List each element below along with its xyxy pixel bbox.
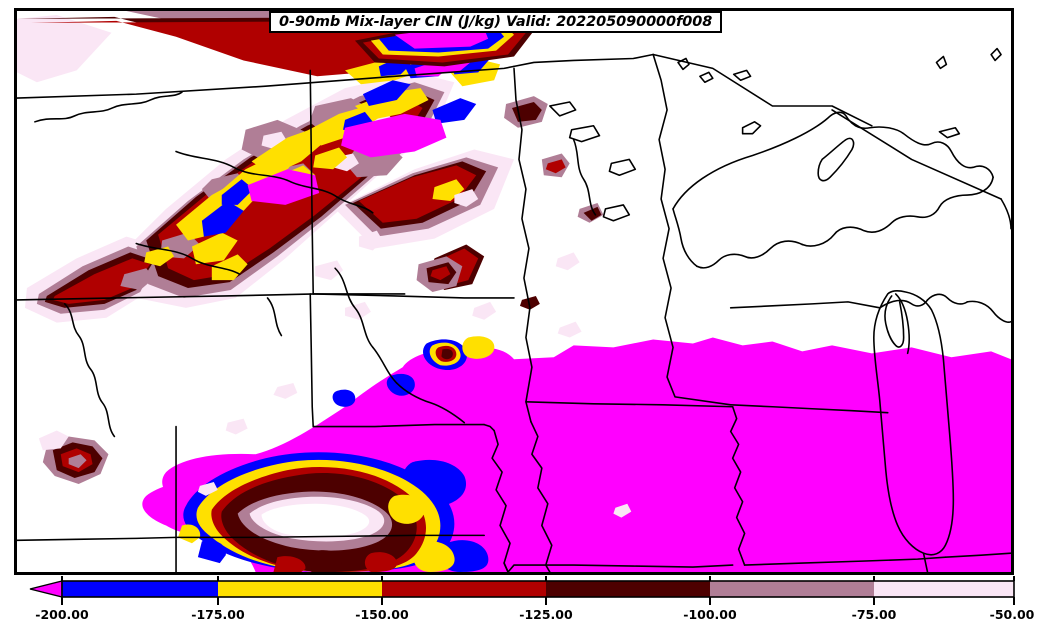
colorbar-tick-label: -200.00 [35, 607, 89, 622]
colorbar-outline [61, 580, 1015, 598]
map-frame [14, 8, 1014, 575]
colorbar-band-0 [62, 581, 218, 597]
colorbar-band-1 [218, 581, 382, 597]
colorbar-svg: -200.00 -175.00 -150.00 -125.00 -100.00 … [29, 576, 1035, 622]
colorbar-band-5 [874, 581, 1014, 597]
colorbar-ticks [61, 576, 1015, 605]
cin-contour-field [17, 11, 1011, 572]
colorbar-tick-label: -100.00 [683, 607, 737, 622]
colorbar-tick-label: -125.00 [519, 607, 573, 622]
colorbar-band-3 [546, 581, 710, 597]
map-canvas [17, 11, 1011, 572]
colorbar-tick-label: -175.00 [191, 607, 245, 622]
colorbar-tick-label: -75.00 [852, 607, 897, 622]
colorbar: -200.00 -175.00 -150.00 -125.00 -100.00 … [0, 576, 1044, 633]
colorbar-band-4 [710, 581, 874, 597]
colorbar-band-2 [382, 581, 546, 597]
colorbar-extend-low [29, 580, 63, 598]
colorbar-tick-label: -150.00 [355, 607, 409, 622]
geography-lines [17, 47, 1011, 572]
map-title-box: 0-90mb Mix-layer CIN (J/kg) Valid: 20220… [269, 11, 723, 33]
map-title-text: 0-90mb Mix-layer CIN (J/kg) Valid: 20220… [279, 14, 713, 30]
colorbar-tick-label: -50.00 [990, 607, 1035, 622]
